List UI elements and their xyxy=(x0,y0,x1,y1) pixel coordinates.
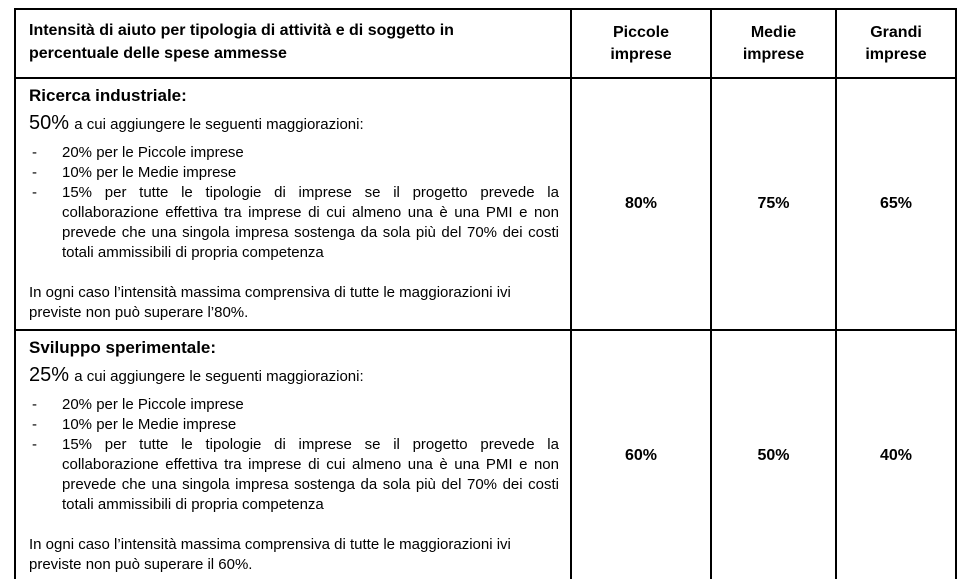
base-rate-text: a cui aggiungere le seguenti maggiorazio… xyxy=(74,368,364,385)
bullet-marker: - xyxy=(32,416,37,433)
bullet-marker: - xyxy=(32,164,37,181)
base-rate-text: a cui aggiungere le seguenti maggiorazio… xyxy=(74,116,364,133)
column-header-label: Grandi imprese xyxy=(865,23,927,63)
list-item: - 20% per le Piccole imprese xyxy=(29,143,560,163)
column-header-medie-imprese: Medie imprese xyxy=(710,8,837,79)
bonus-list: - 20% per le Piccole imprese - 10% per l… xyxy=(29,143,560,263)
column-header-piccole-imprese: Piccole imprese xyxy=(570,8,712,79)
value-cell-grandi: 65% xyxy=(835,77,957,331)
base-rate-line: 50% a cui aggiungere le seguenti maggiora… xyxy=(29,113,560,135)
list-item: - 15% per tutte le tipologie di imprese … xyxy=(29,435,560,515)
list-item-text: 15% per tutte le tipologie di imprese se… xyxy=(62,436,559,513)
value-cell-medie: 75% xyxy=(710,77,837,331)
value-cell-piccole: 80% xyxy=(570,77,712,331)
column-header-label: Medie imprese xyxy=(742,23,805,63)
table-row-sviluppo-sperimentale: Sviluppo sperimentale: 25% a cui aggiunge… xyxy=(14,329,957,579)
cap-note: In ogni caso l’intensità massima compren… xyxy=(29,284,511,321)
activity-description-cell: Sviluppo sperimentale: 25% a cui aggiunge… xyxy=(14,329,572,579)
header-row: Intensità di aiuto per tipologia di atti… xyxy=(14,8,957,79)
list-item: - 15% per tutte le tipologie di imprese … xyxy=(29,183,560,263)
list-item-text: 10% per le Medie imprese xyxy=(62,416,237,433)
activity-title: Sviluppo sperimentale: xyxy=(29,338,217,357)
value-cell-medie: 50% xyxy=(710,329,837,579)
value-cell-piccole: 60% xyxy=(570,329,712,579)
column-header-label: Piccole imprese xyxy=(610,23,672,63)
aid-intensity-table: Intensità di aiuto per tipologia di atti… xyxy=(14,8,957,579)
base-rate: 50% xyxy=(29,112,70,134)
list-item-text: 20% per le Piccole imprese xyxy=(62,144,244,161)
base-rate: 25% xyxy=(29,364,70,386)
bonus-list: - 20% per le Piccole imprese - 10% per l… xyxy=(29,395,560,515)
list-item: - 20% per le Piccole imprese xyxy=(29,395,560,415)
list-item: - 10% per le Medie imprese xyxy=(29,163,560,183)
activity-title: Ricerca industriale: xyxy=(29,86,187,105)
table-row-ricerca-industriale: Ricerca industriale: 50% a cui aggiungere… xyxy=(14,77,957,331)
activity-description-cell: Ricerca industriale: 50% a cui aggiungere… xyxy=(14,77,572,331)
list-item-text: 15% per tutte le tipologie di imprese se… xyxy=(62,184,559,261)
column-header-grandi-imprese: Grandi imprese xyxy=(835,8,957,79)
base-rate-line: 25% a cui aggiungere le seguenti maggiora… xyxy=(29,365,560,387)
bullet-marker: - xyxy=(32,144,37,161)
bullet-marker: - xyxy=(32,184,37,201)
cap-note: In ogni caso l’intensità massima compren… xyxy=(29,536,511,573)
table-title-cell: Intensità di aiuto per tipologia di atti… xyxy=(14,8,572,79)
value-cell-grandi: 40% xyxy=(835,329,957,579)
bullet-marker: - xyxy=(32,396,37,413)
bullet-marker: - xyxy=(32,436,37,453)
list-item-text: 10% per le Medie imprese xyxy=(62,164,237,181)
list-item: - 10% per le Medie imprese xyxy=(29,415,560,435)
list-item-text: 20% per le Piccole imprese xyxy=(62,396,244,413)
table-title: Intensità di aiuto per tipologia di atti… xyxy=(29,22,454,62)
